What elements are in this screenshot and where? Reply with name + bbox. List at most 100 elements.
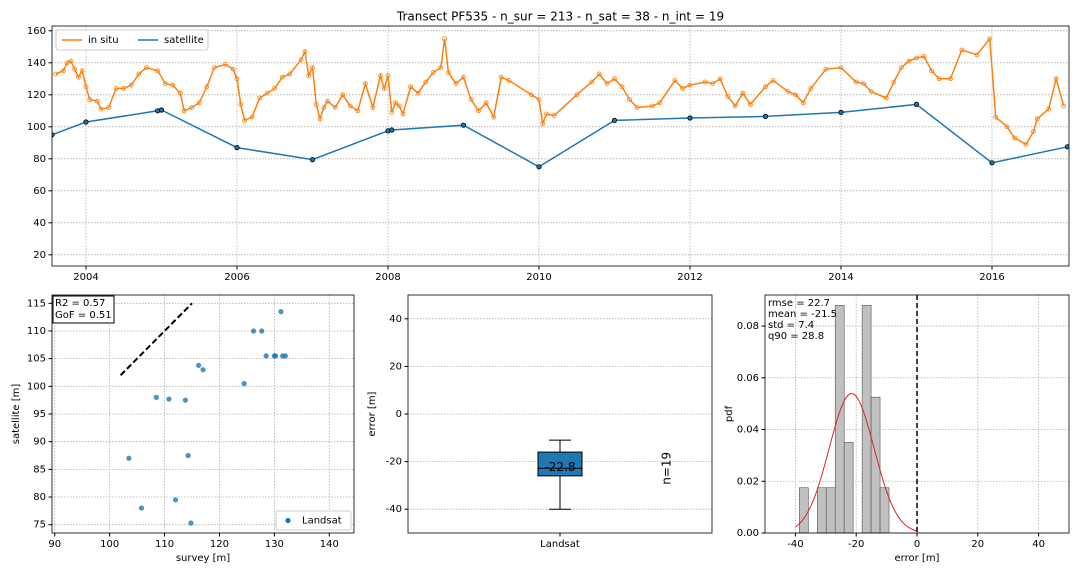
axes: 75 80 85 90 95 100 105 110 115 90 100 110 120 130 140 s… xyxy=(11,294,355,564)
point xyxy=(396,103,402,109)
axes: -40 -20 0 20 40 error [m] -22.8 Landsat n=19 xyxy=(367,294,713,550)
bar xyxy=(825,487,836,534)
point xyxy=(993,114,999,120)
y-tick-label: -40 xyxy=(386,504,402,515)
point xyxy=(438,65,444,70)
point xyxy=(589,79,595,85)
y-tick-label: 100 xyxy=(27,381,46,392)
point xyxy=(1034,116,1040,122)
legend-box xyxy=(275,510,352,531)
point xyxy=(389,127,395,133)
point xyxy=(287,71,293,77)
point xyxy=(540,121,546,126)
legend-label: in situ xyxy=(88,35,119,46)
point xyxy=(340,92,346,98)
fit-curve xyxy=(795,393,918,532)
point xyxy=(914,55,919,61)
bar xyxy=(861,305,872,534)
point xyxy=(929,68,934,74)
point xyxy=(298,57,304,62)
point xyxy=(170,82,176,88)
axes-frame xyxy=(51,294,355,534)
point xyxy=(385,73,391,78)
point xyxy=(649,103,655,109)
point xyxy=(234,76,240,82)
point xyxy=(536,97,542,102)
y-tick-label: 80 xyxy=(33,492,46,503)
point xyxy=(321,105,327,110)
y-axis-label: pdf xyxy=(724,405,735,422)
y-axis-label: error [m] xyxy=(367,391,378,436)
x-tick-label: 140 xyxy=(320,539,339,550)
point xyxy=(189,105,195,110)
point xyxy=(172,497,179,503)
series-line xyxy=(52,103,1068,168)
legend-box xyxy=(55,29,209,51)
point xyxy=(263,353,269,359)
point xyxy=(936,76,942,82)
point xyxy=(153,394,159,400)
legend-label: satellite xyxy=(164,35,204,46)
point xyxy=(687,82,693,88)
y-tick-label: 40 xyxy=(33,218,46,229)
y-tick-label: 20 xyxy=(33,250,46,261)
point xyxy=(347,103,353,109)
point xyxy=(138,505,145,511)
point xyxy=(230,66,236,72)
point xyxy=(680,86,685,91)
y-tick-label: 85 xyxy=(33,464,46,475)
point xyxy=(52,132,55,138)
point xyxy=(747,102,753,107)
point xyxy=(155,68,161,74)
box xyxy=(537,451,583,477)
point xyxy=(278,309,284,315)
point xyxy=(838,109,844,116)
point xyxy=(974,52,980,58)
point xyxy=(1004,124,1010,130)
annotation: mean = -21.5 xyxy=(768,309,837,320)
x-tick-label: 100 xyxy=(100,539,119,550)
point xyxy=(332,105,338,110)
x-tick-label: 120 xyxy=(210,539,229,550)
point xyxy=(948,76,953,82)
x-tick-label: 2010 xyxy=(526,272,551,283)
y-tick-label: 0.04 xyxy=(737,425,759,436)
y-tick-label: 0.06 xyxy=(737,373,759,384)
point xyxy=(1023,141,1029,147)
y-tick-label: 40 xyxy=(389,314,402,325)
point xyxy=(72,66,78,72)
point xyxy=(223,62,229,67)
point xyxy=(204,84,210,90)
annotation: rmse = 22.7 xyxy=(768,298,830,309)
point xyxy=(128,82,134,88)
x-axis-label: survey [m] xyxy=(176,553,230,564)
point xyxy=(672,78,678,83)
y-tick-label: 90 xyxy=(33,437,46,448)
y-tick-label: 80 xyxy=(33,154,46,165)
point xyxy=(611,117,618,124)
point xyxy=(79,68,85,74)
x-tick-label: 40 xyxy=(1032,539,1045,550)
point xyxy=(762,113,769,120)
point xyxy=(234,145,240,151)
point xyxy=(506,78,512,83)
y-tick-label: 95 xyxy=(33,409,46,420)
point xyxy=(400,111,406,117)
point xyxy=(423,79,429,85)
axes: 20 40 60 80 100 120 140 160 2004 2006 2008 2010 2012… xyxy=(27,10,1070,283)
point xyxy=(98,106,104,112)
point xyxy=(702,79,708,85)
point xyxy=(68,58,74,64)
point xyxy=(317,116,323,122)
point xyxy=(1053,76,1059,82)
x-tick-label: 130 xyxy=(265,539,284,550)
y-tick-label: 20 xyxy=(389,361,402,372)
point xyxy=(53,71,59,77)
point xyxy=(83,119,89,125)
point xyxy=(241,380,247,387)
bar xyxy=(799,487,809,534)
point xyxy=(800,100,806,106)
point xyxy=(732,103,738,109)
point xyxy=(498,74,504,80)
point xyxy=(536,164,542,170)
